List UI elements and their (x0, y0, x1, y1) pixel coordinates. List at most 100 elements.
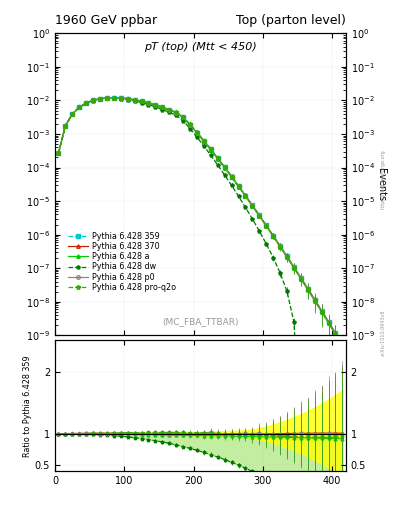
Pythia 6.428 370 (105, 95, 109, 101)
Pythia 6.428 a (188, 122, 193, 128)
Pythia 6.428 dw (63, 122, 68, 129)
Pythia 6.428 pro-q2o (118, 95, 123, 101)
Pythia 6.428 pro-q2o (146, 100, 151, 106)
Pythia 6.428 370 (326, 318, 331, 325)
Pythia 6.428 dw (312, 433, 317, 439)
Pythia 6.428 p0 (236, 183, 241, 189)
Pythia 6.428 p0 (271, 232, 275, 239)
Pythia 6.428 pro-q2o (271, 233, 275, 239)
Pythia 6.428 370 (91, 97, 95, 103)
Pythia 6.428 p0 (298, 274, 303, 281)
Line: Pythia 6.428 p0: Pythia 6.428 p0 (57, 96, 344, 347)
Pythia 6.428 a (271, 233, 275, 240)
Pythia 6.428 a (229, 174, 234, 180)
Pythia 6.428 dw (112, 95, 116, 101)
Pythia 6.428 a (146, 100, 151, 106)
Pythia 6.428 359 (215, 155, 220, 161)
Pythia 6.428 dw (174, 112, 178, 118)
Pythia 6.428 pro-q2o (91, 97, 95, 103)
Pythia 6.428 dw (326, 433, 331, 439)
Pythia 6.428 dw (271, 254, 275, 261)
Pythia 6.428 359 (132, 97, 137, 103)
Pythia 6.428 359 (56, 150, 61, 156)
Pythia 6.428 pro-q2o (236, 183, 241, 189)
Pythia 6.428 pro-q2o (319, 309, 324, 315)
Pythia 6.428 dw (208, 152, 213, 158)
Pythia 6.428 p0 (56, 150, 61, 156)
Pythia 6.428 pro-q2o (257, 212, 262, 219)
Pythia 6.428 pro-q2o (250, 203, 255, 209)
Pythia 6.428 pro-q2o (125, 96, 130, 102)
Pythia 6.428 370 (56, 150, 61, 156)
Pythia 6.428 p0 (63, 122, 68, 129)
Pythia 6.428 dw (222, 172, 227, 178)
Pythia 6.428 pro-q2o (229, 174, 234, 180)
Pythia 6.428 pro-q2o (105, 95, 109, 101)
Pythia 6.428 dw (181, 118, 185, 124)
Pythia 6.428 p0 (305, 286, 310, 292)
Pythia 6.428 a (112, 95, 116, 101)
Pythia 6.428 dw (250, 216, 255, 222)
Pythia 6.428 370 (229, 174, 234, 180)
Pythia 6.428 dw (125, 97, 130, 103)
Pythia 6.428 359 (125, 96, 130, 102)
Pythia 6.428 dw (105, 95, 109, 101)
Pythia 6.428 359 (160, 104, 165, 111)
Pythia 6.428 dw (236, 193, 241, 199)
Pythia 6.428 pro-q2o (160, 104, 165, 110)
Pythia 6.428 370 (305, 286, 310, 292)
Pythia 6.428 p0 (70, 111, 75, 117)
Pythia 6.428 359 (278, 243, 283, 249)
Pythia 6.428 359 (319, 308, 324, 314)
Pythia 6.428 p0 (153, 102, 158, 108)
Pythia 6.428 a (139, 99, 144, 105)
Pythia 6.428 dw (215, 162, 220, 168)
Pythia 6.428 a (181, 115, 185, 121)
Pythia 6.428 p0 (188, 122, 193, 128)
Y-axis label: Ratio to Pythia 6.428 359: Ratio to Pythia 6.428 359 (23, 355, 32, 457)
Pythia 6.428 359 (202, 138, 206, 144)
Pythia 6.428 p0 (257, 212, 262, 218)
Pythia 6.428 370 (125, 96, 130, 102)
Pythia 6.428 p0 (160, 104, 165, 111)
Pythia 6.428 pro-q2o (333, 331, 338, 337)
Pythia 6.428 a (333, 331, 338, 337)
Pythia 6.428 dw (298, 433, 303, 439)
Legend: Pythia 6.428 359, Pythia 6.428 370, Pythia 6.428 a, Pythia 6.428 dw, Pythia 6.42: Pythia 6.428 359, Pythia 6.428 370, Pyth… (65, 228, 180, 295)
Pythia 6.428 370 (236, 183, 241, 189)
Pythia 6.428 pro-q2o (340, 343, 345, 349)
Pythia 6.428 p0 (312, 296, 317, 303)
Pythia 6.428 359 (333, 330, 338, 336)
Pythia 6.428 359 (236, 183, 241, 189)
Pythia 6.428 dw (91, 97, 95, 103)
Pythia 6.428 p0 (250, 202, 255, 208)
Pythia 6.428 359 (181, 114, 185, 120)
Pythia 6.428 p0 (167, 107, 172, 113)
Pythia 6.428 370 (215, 155, 220, 161)
Pythia 6.428 359 (70, 111, 75, 117)
Pythia 6.428 359 (139, 98, 144, 104)
Pythia 6.428 370 (112, 95, 116, 101)
Pythia 6.428 p0 (264, 222, 268, 228)
Pythia 6.428 a (305, 287, 310, 293)
Pythia 6.428 359 (77, 104, 82, 111)
Pythia 6.428 a (174, 110, 178, 116)
Text: pT (top) (Mtt < 450): pT (top) (Mtt < 450) (144, 42, 257, 52)
Pythia 6.428 370 (132, 97, 137, 103)
Line: Pythia 6.428 359: Pythia 6.428 359 (57, 96, 344, 346)
Text: 1960 GeV ppbar: 1960 GeV ppbar (55, 14, 157, 27)
Pythia 6.428 pro-q2o (222, 164, 227, 170)
Pythia 6.428 a (91, 97, 95, 103)
Pythia 6.428 p0 (84, 100, 88, 106)
Pythia 6.428 p0 (215, 155, 220, 161)
Pythia 6.428 pro-q2o (132, 97, 137, 103)
Pythia 6.428 p0 (77, 104, 82, 111)
Pythia 6.428 370 (63, 122, 68, 129)
Pythia 6.428 p0 (125, 96, 130, 102)
Pythia 6.428 dw (229, 182, 234, 188)
Pythia 6.428 dw (305, 433, 310, 439)
Pythia 6.428 a (319, 309, 324, 315)
Pythia 6.428 359 (118, 95, 123, 101)
Pythia 6.428 a (236, 183, 241, 189)
Pythia 6.428 370 (153, 102, 158, 108)
